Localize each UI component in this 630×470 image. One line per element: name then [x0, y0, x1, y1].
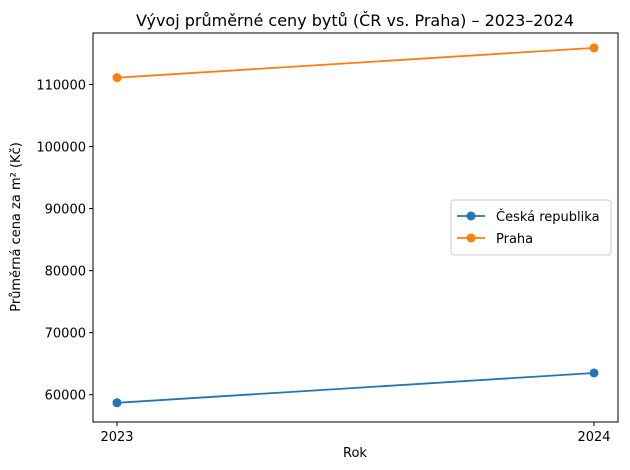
y-axis-label: Průměrná cena za m² (Kč)	[9, 142, 24, 312]
legend-label-ceska-republika: Česká republika	[496, 209, 600, 225]
legend-swatch-marker-ceska-republika	[466, 211, 476, 221]
series-layer	[112, 43, 599, 408]
data-point-ceska-republika	[112, 398, 122, 408]
legend-label-praha: Praha	[496, 232, 533, 247]
data-point-praha	[112, 73, 122, 83]
x-tick-label: 2024	[577, 430, 610, 445]
series-praha	[112, 43, 599, 83]
y-tick-label: 80000	[45, 265, 86, 280]
y-tick-label: 110000	[36, 78, 86, 93]
legend-frame	[450, 199, 612, 256]
y-tick-label: 70000	[45, 327, 86, 342]
series-ceska-republika	[112, 368, 599, 408]
y-tick-label: 60000	[45, 389, 86, 404]
series-line-praha	[116, 47, 595, 79]
series-line-ceska-republika	[116, 372, 595, 404]
y-axis: 60000 70000 80000 90000 100000 110000	[36, 78, 93, 404]
data-point-ceska-republika	[589, 368, 599, 378]
x-tick-label: 2023	[100, 430, 133, 445]
y-tick-label: 90000	[45, 203, 86, 218]
legend-swatch-marker-praha	[466, 233, 476, 243]
data-point-praha	[589, 43, 599, 53]
y-tick-label: 100000	[36, 141, 86, 156]
plot-frame	[92, 32, 619, 423]
x-axis-label: Rok	[343, 446, 367, 461]
legend: Česká republika Praha	[450, 199, 612, 256]
x-axis: 2023 2024	[100, 422, 611, 445]
chart-title: Vývoj průměrné ceny bytů (ČR vs. Praha) …	[136, 11, 574, 30]
